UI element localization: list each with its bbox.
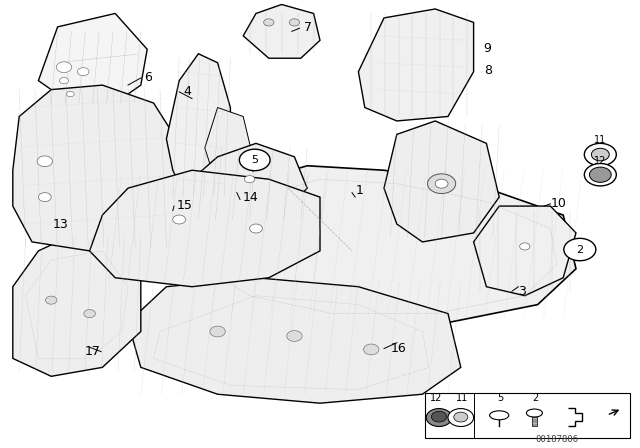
Circle shape [435,179,448,188]
Circle shape [584,164,616,186]
Circle shape [173,215,186,224]
Text: 12: 12 [594,156,607,166]
Circle shape [60,78,68,84]
Ellipse shape [490,411,509,420]
Circle shape [239,149,270,171]
Text: 17: 17 [85,345,100,358]
Polygon shape [358,9,474,121]
Polygon shape [128,278,461,403]
Circle shape [428,174,456,194]
Ellipse shape [526,409,543,417]
Circle shape [84,310,95,318]
Text: 2: 2 [532,393,538,403]
Circle shape [287,331,302,341]
Polygon shape [243,4,320,58]
Polygon shape [166,54,230,202]
Circle shape [264,19,274,26]
Polygon shape [384,121,499,242]
Text: 9: 9 [484,42,492,55]
Circle shape [589,167,611,182]
Polygon shape [474,206,576,296]
Circle shape [591,148,609,161]
Circle shape [77,68,89,76]
Text: 1: 1 [356,184,364,197]
Polygon shape [38,13,147,108]
Circle shape [564,238,596,261]
Polygon shape [179,166,576,323]
Text: 2: 2 [576,245,584,254]
Circle shape [431,411,447,422]
Text: 3: 3 [518,284,525,298]
Text: 00187806: 00187806 [535,435,579,444]
Text: 12: 12 [429,393,442,403]
FancyBboxPatch shape [532,417,537,426]
Text: 8: 8 [484,64,492,77]
Polygon shape [13,85,179,251]
Text: 14: 14 [243,190,259,204]
Circle shape [426,409,452,426]
Polygon shape [205,108,256,193]
Text: 16: 16 [390,342,406,355]
FancyBboxPatch shape [425,393,630,438]
Circle shape [210,326,225,337]
Text: 11: 11 [594,135,607,145]
Polygon shape [90,170,320,287]
Text: 6: 6 [145,71,152,85]
Circle shape [244,176,255,183]
Circle shape [454,412,468,422]
Circle shape [448,409,474,426]
Circle shape [250,224,262,233]
Circle shape [584,143,616,166]
Text: 5: 5 [252,155,258,165]
Circle shape [38,193,51,202]
Polygon shape [192,143,307,224]
Circle shape [67,91,74,97]
Text: 7: 7 [305,21,312,34]
Circle shape [364,344,379,355]
Circle shape [45,296,57,304]
Circle shape [37,156,52,167]
Circle shape [56,62,72,73]
Text: 13: 13 [53,217,68,231]
Text: 4: 4 [184,85,191,99]
Text: 15: 15 [177,198,192,212]
Circle shape [289,19,300,26]
Text: 5: 5 [497,393,503,403]
Polygon shape [13,233,141,376]
Circle shape [520,243,530,250]
Text: 11: 11 [456,393,468,403]
Text: 10: 10 [551,197,566,211]
